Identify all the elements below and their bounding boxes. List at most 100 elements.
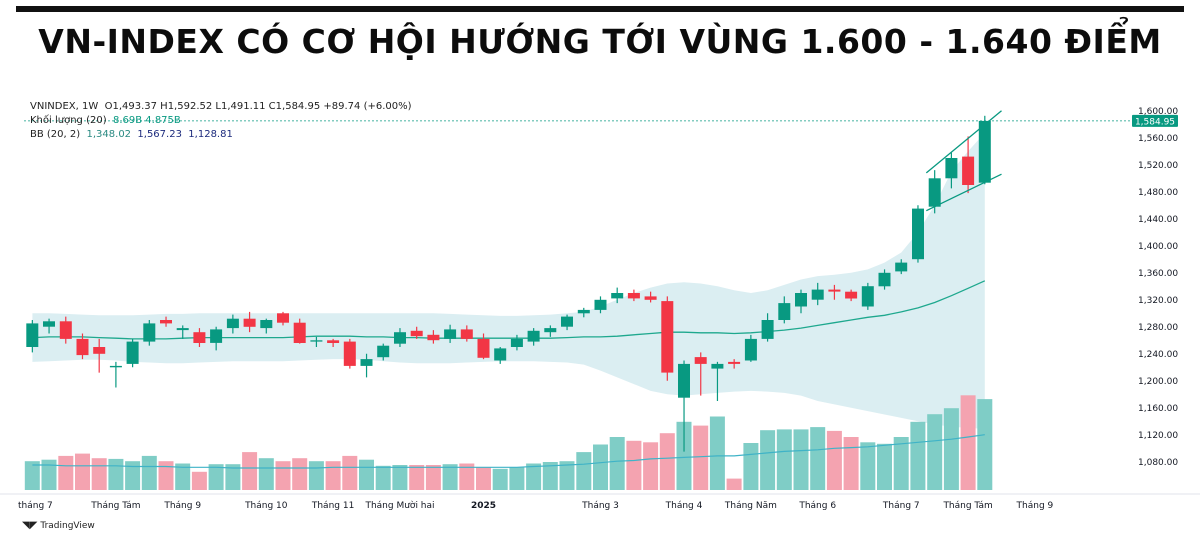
candle-down [460,329,473,339]
volume-bar [275,461,291,490]
last-price-label: 1,584.95 [1135,117,1175,127]
candle-up [594,299,607,310]
volume-ma-line [32,434,985,469]
volume-bar [91,458,107,490]
x-tick-label: Tháng 4 [665,501,703,511]
volume-bar [24,461,40,490]
candle-up [611,293,624,299]
candle-up [394,332,406,344]
candle-up [360,359,373,366]
legend-bb-lower: 1,128.81 [188,129,233,140]
price-tick-label: 1,160.00 [1138,404,1178,414]
x-tick-label: Tháng 9 [1016,501,1054,511]
x-tick-label: Tháng Tám [90,501,140,511]
last-price-tag [1132,114,1178,127]
volume-bar [793,429,809,490]
candle-down [160,320,172,324]
chart-legend: VNINDEX, 1W O1,493.37 H1,592.52 L1,491.1… [30,100,412,142]
candle-down [828,289,841,292]
candle-up [811,289,824,300]
candle-up [126,341,139,364]
x-tick-label: Tháng 3 [581,501,619,511]
volume-bar [626,440,642,490]
volume-bar [325,461,341,490]
candle-up [928,178,941,207]
volume-bar [893,437,909,490]
candle-down [76,338,89,356]
candle-up [527,330,540,342]
bb-band-fill [32,132,985,429]
volume-bar [509,467,525,490]
legend-ohlc: O1,493.37 H1,592.52 L1,491.11 C1,584.95 … [104,101,412,112]
x-tick-label: Tháng 6 [798,501,836,511]
volume-bar [191,471,207,490]
tradingview-logo: ◥◤ TradingView [22,520,95,531]
x-tick-label: Tháng Tám [942,501,992,511]
candle-up [377,345,390,358]
headline: VN-INDEX CÓ CƠ HỘI HƯỚNG TỚI VÙNG 1.600 … [38,22,1162,61]
volume-bar [709,416,725,490]
volume-bar [141,455,157,490]
volume-bar [960,395,976,490]
volume-bar [158,461,174,490]
candle-down [644,296,657,300]
candle-up [494,348,507,361]
price-tick-label: 1,480.00 [1138,188,1178,198]
volume-bar [492,468,508,490]
price-tick-label: 1,360.00 [1138,269,1178,279]
candle-up [226,318,239,329]
candle-down [427,334,440,341]
volume-bar [776,429,792,490]
x-tick-label: Tháng Mười hai [364,500,434,511]
candle-down [193,332,206,343]
x-tick-label: Tháng 9 [163,501,201,511]
candle-up [761,320,774,339]
legend-volume-label: Khối lượng (20) [30,115,107,126]
volume-bar [643,442,659,490]
price-chart[interactable]: 1,080.00 1,120.00 1,160.00 1,200.00 1,240.00… [0,90,1200,534]
volume-bar [41,459,57,490]
candle-up [310,340,323,342]
volume-bar [225,464,241,490]
price-tick-label: 1,240.00 [1138,350,1178,360]
x-tick-label: tháng 7 [18,501,53,511]
candle-up [26,323,39,347]
price-tick-label: 1,280.00 [1138,323,1178,333]
candle-down [661,301,674,373]
price-tick-label: 1,120.00 [1138,431,1178,441]
candle-up [878,272,891,287]
volume-bar [442,464,458,490]
volume-bar [308,461,324,490]
candle-down [59,321,72,339]
candle-up [778,303,791,320]
candle-up [109,365,122,368]
volume-bar [526,463,542,490]
candle-up [861,286,874,307]
candle-up [260,320,273,329]
volume-bar [108,458,124,490]
candle-up [176,328,189,331]
candle-down [694,357,707,364]
volume-bar [375,465,391,490]
x-tick-label: 2025 [471,501,496,511]
volume-bar [693,425,709,490]
x-tick-label: Tháng 7 [882,501,920,511]
legend-symbol-row: VNINDEX, 1W O1,493.37 H1,592.52 L1,491.1… [30,100,412,114]
volume-bar [576,452,592,490]
volume-bar [860,442,876,490]
price-tick-label: 1,560.00 [1138,134,1178,144]
candle-up [711,363,724,369]
volume-bar [609,437,625,490]
price-tick-label: 1,080.00 [1138,458,1178,468]
volume-bar [58,455,74,490]
price-tick-label: 1,320.00 [1138,296,1178,306]
top-rule [16,6,1184,12]
candle-down [93,347,106,354]
candle-up [678,363,690,398]
volume-bar [743,443,759,490]
candle-up [544,328,557,333]
candle-up [210,329,223,343]
volume-bar [676,421,692,490]
volume-bar [258,458,274,490]
volume-bar [175,463,191,490]
